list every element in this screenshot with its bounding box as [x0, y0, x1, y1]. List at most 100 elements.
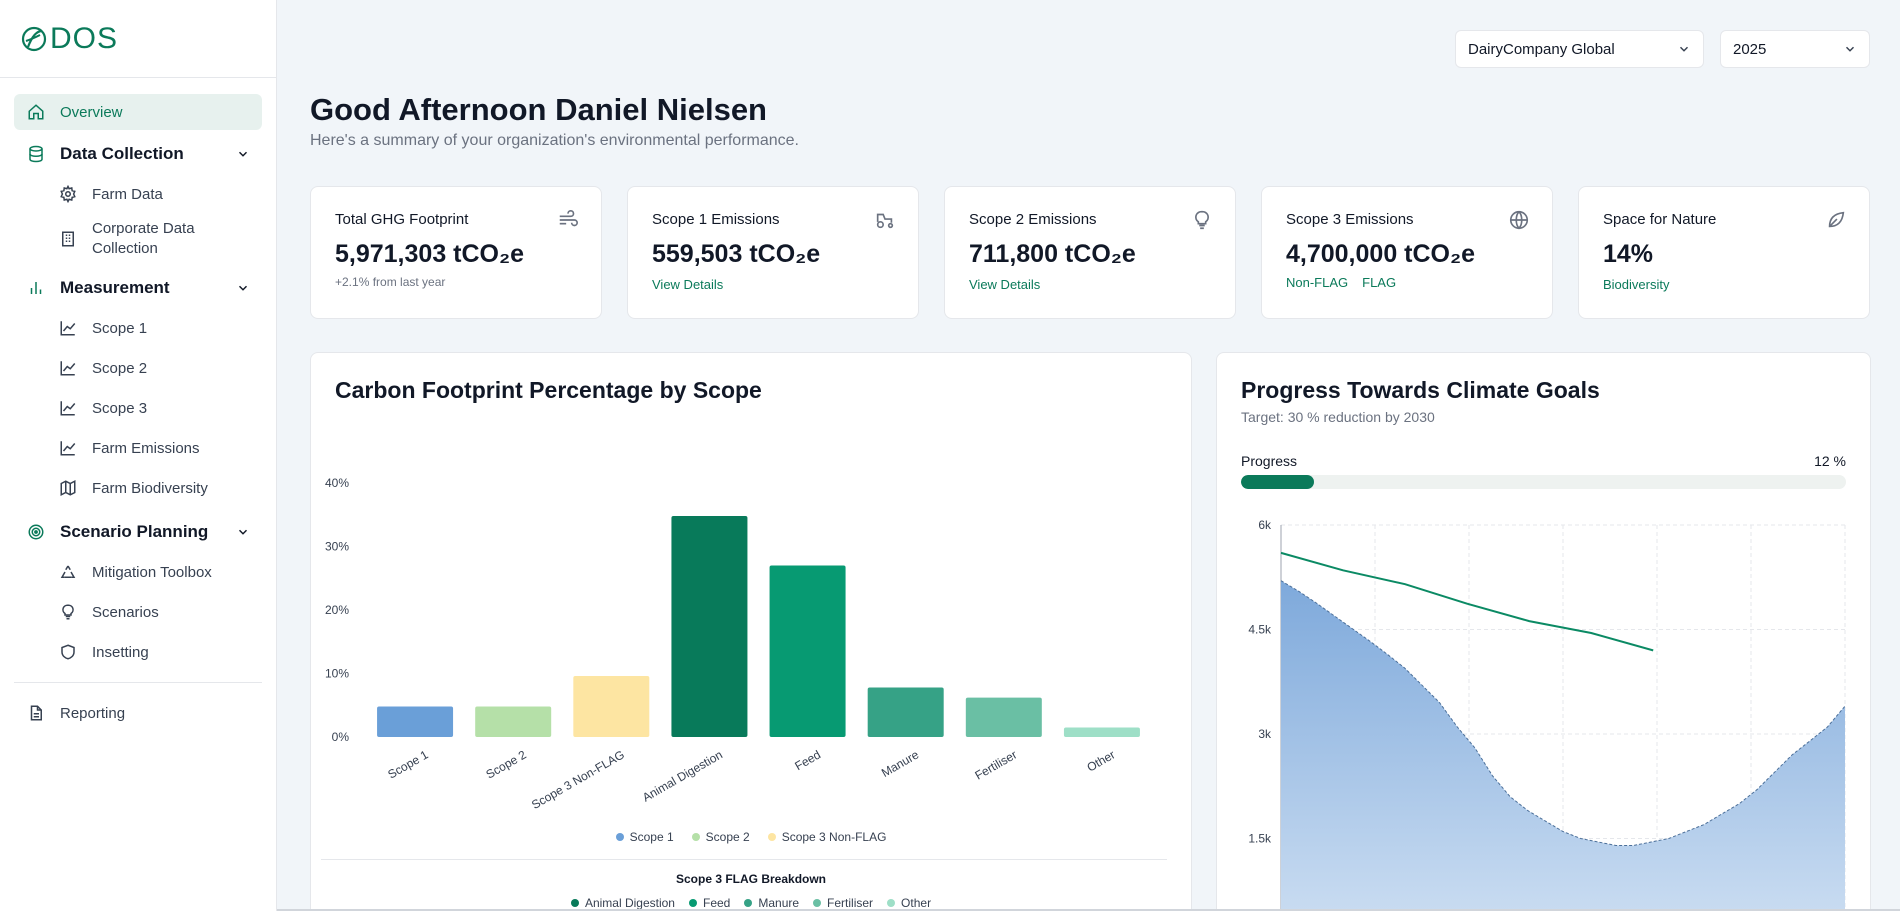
sidebar-group-data-collection[interactable]: Data Collection [14, 134, 262, 174]
flag-link[interactable]: FLAG [1362, 275, 1397, 290]
line-chart-icon [58, 358, 78, 378]
tractor-icon [874, 209, 896, 231]
card-value: 14% [1603, 240, 1654, 268]
biodiversity-link[interactable]: Biodiversity [1603, 277, 1670, 292]
card-scope-1[interactable]: Scope 1 Emissions 559,503 tCO₂e View Det… [627, 186, 919, 319]
year-select[interactable]: 2025 [1720, 30, 1870, 68]
legend-dot [570, 899, 579, 907]
x-tick-label: Fertiliser [972, 747, 1019, 782]
legend-label: Scope 3 Non-FLAG [781, 830, 887, 844]
sidebar-item-farm-emissions[interactable]: Farm Emissions [14, 428, 262, 468]
page-title: Good Afternoon Daniel Nielsen [310, 92, 767, 127]
sidebar-item-scope-1[interactable]: Scope 1 [14, 308, 262, 348]
chevron-down-icon[interactable] [236, 147, 250, 161]
building-icon [58, 229, 78, 249]
card-value: 5,971,303 tCO₂e [335, 240, 525, 268]
legend-item[interactable]: Manure [744, 896, 799, 910]
bottom-edge [277, 909, 1900, 911]
sidebar-item-scope-2[interactable]: Scope 2 [14, 348, 262, 388]
company-select[interactable]: DairyCompany Global [1455, 30, 1704, 68]
sidebar-group-label: Measurement [60, 278, 170, 297]
legend-item[interactable]: Scope 2 [691, 830, 750, 844]
sidebar-item-label: Corporate Data Collection [92, 220, 195, 257]
y-tick-label: 20% [325, 603, 349, 617]
x-tick-label: Scope 1 [385, 747, 430, 781]
card-value: 4,700,000 tCO₂e [1286, 240, 1476, 268]
legend-item[interactable]: Feed [688, 896, 730, 910]
database-icon [26, 144, 46, 164]
summary-cards: Total GHG Footprint 5,971,303 tCO₂e +2.1… [310, 186, 1870, 319]
view-details-link[interactable]: View Details [652, 277, 724, 292]
legend-item[interactable]: Other [887, 896, 931, 910]
x-tick-label: Scope 2 [484, 747, 529, 781]
legend-dot [813, 899, 822, 907]
sidebar-item-reporting[interactable]: Reporting [14, 695, 262, 731]
chevron-down-icon[interactable] [236, 525, 250, 539]
legend-dot [691, 833, 700, 841]
sidebar-item-corporate-data[interactable]: Corporate Data Collection [14, 214, 262, 264]
main-content: DairyCompany Global 2025 Good Afternoon … [277, 0, 1900, 911]
map-icon [58, 478, 78, 498]
legend-item[interactable]: Animal Digestion [570, 896, 675, 910]
logo[interactable]: DOS [0, 0, 276, 78]
chart-title: Progress Towards Climate Goals [1241, 377, 1600, 403]
progress-label: Progress [1241, 453, 1298, 469]
legend-dot [767, 833, 776, 841]
home-icon [26, 102, 46, 122]
sidebar-item-label: Scope 2 [92, 359, 148, 377]
card-change: +2.1% from last year [335, 275, 446, 289]
chevron-down-icon[interactable] [236, 281, 250, 295]
sidebar-item-overview[interactable]: Overview [14, 94, 262, 130]
legend-dot [744, 899, 753, 907]
bar [671, 516, 748, 737]
company-select-value: DairyCompany Global [1468, 40, 1615, 58]
bar [867, 687, 944, 737]
card-value: 711,800 tCO₂e [969, 240, 1136, 268]
sidebar-item-scope-3[interactable]: Scope 3 [14, 388, 262, 428]
y-tick-label: 10% [325, 667, 349, 681]
page-subtitle: Here's a summary of your organization's … [310, 132, 799, 149]
progress-fill [1241, 475, 1314, 489]
card-space-for-nature[interactable]: Space for Nature 14% Biodiversity [1578, 186, 1870, 319]
legend-label: Fertiliser [827, 896, 874, 910]
breakdown-divider [321, 859, 1167, 860]
view-details-link[interactable]: View Details [969, 277, 1041, 292]
card-total-ghg[interactable]: Total GHG Footprint 5,971,303 tCO₂e +2.1… [310, 186, 602, 319]
sidebar-nav: Overview Data Collection Farm Data Corpo… [0, 78, 276, 731]
card-scope-3[interactable]: Scope 3 Emissions 4,700,000 tCO₂e Non-FL… [1261, 186, 1553, 319]
sidebar-item-label: Scenarios [92, 603, 159, 621]
sidebar-item-farm-biodiversity[interactable]: Farm Biodiversity [14, 468, 262, 508]
legend-item[interactable]: Scope 1 [615, 830, 674, 844]
legend-item[interactable]: Scope 3 Non-FLAG [767, 830, 887, 844]
sidebar-item-label: Scope 3 [92, 399, 148, 417]
y-tick-label: 6k [1258, 518, 1272, 532]
non-flag-link[interactable]: Non-FLAG [1286, 275, 1349, 290]
bar [1063, 727, 1140, 737]
legend-dot [688, 899, 697, 907]
sidebar-item-mitigation-toolbox[interactable]: Mitigation Toolbox [14, 552, 262, 592]
line-series [1280, 551, 1654, 652]
carbon-footprint-panel: Carbon Footprint Percentage by Scope 0% 1… [310, 352, 1192, 911]
bar-chart-icon [26, 278, 46, 298]
chart-title: Carbon Footprint Percentage by Scope [335, 377, 762, 403]
area-chart: 6k 4.5k 3k 1.5k [1248, 518, 1846, 911]
bar [965, 697, 1042, 737]
card-scope-2[interactable]: Scope 2 Emissions 711,800 tCO₂e View Det… [944, 186, 1236, 319]
sidebar-item-farm-data[interactable]: Farm Data [14, 174, 262, 214]
sidebar-group-label: Data Collection [60, 144, 184, 163]
y-tick-label: 3k [1258, 727, 1272, 741]
sidebar-item-scenarios[interactable]: Scenarios [14, 592, 262, 632]
climate-goals-panel: Progress Towards Climate Goals Target: 3… [1216, 352, 1871, 911]
bar [475, 706, 552, 737]
legend-item[interactable]: Fertiliser [813, 896, 873, 910]
sidebar-group-measurement[interactable]: Measurement [14, 268, 262, 308]
card-value: 559,503 tCO₂e [652, 240, 821, 268]
area-series [1281, 580, 1845, 911]
legend-label: Scope 1 [629, 830, 674, 844]
sidebar-item-insetting[interactable]: Insetting [14, 632, 262, 672]
sidebar-divider [14, 682, 262, 683]
sidebar-group-scenario-planning[interactable]: Scenario Planning [14, 512, 262, 552]
sidebar-item-label: Insetting [92, 643, 149, 661]
card-title: Total GHG Footprint [335, 211, 469, 228]
logo-leaf-icon [20, 25, 48, 53]
